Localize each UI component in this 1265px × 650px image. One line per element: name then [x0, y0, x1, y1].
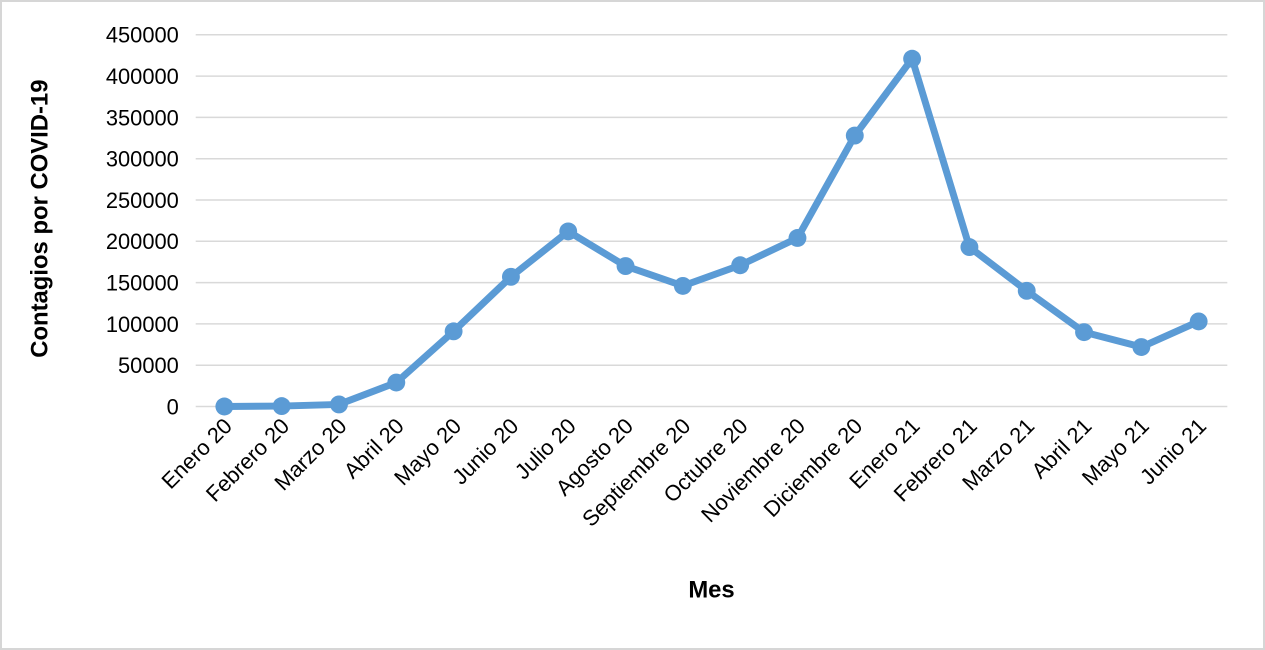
y-tick-label: 50000: [118, 353, 179, 378]
y-tick-label: 150000: [106, 271, 179, 296]
y-tick-label: 300000: [106, 147, 179, 172]
chart-plot-area: 0 50000 100000 150000 200000 250000 300000 3500…: [106, 23, 1228, 531]
data-point: [1075, 323, 1093, 342]
series-markers: [215, 49, 1208, 416]
y-tick-label: 250000: [106, 188, 179, 213]
data-point: [788, 229, 807, 247]
data-point: [616, 257, 635, 276]
data-point: [673, 276, 692, 295]
data-point: [215, 397, 234, 416]
y-tick-label: 0: [167, 394, 179, 419]
data-point: [272, 397, 291, 416]
y-tick-label: 400000: [106, 64, 179, 89]
y-tick-label: 100000: [106, 312, 179, 337]
y-axis-title: Contagios por COVID-19: [27, 80, 54, 358]
x-axis-title: Mes: [688, 576, 734, 603]
y-axis-tick-labels: 0 50000 100000 150000 200000 250000 300000 3500…: [106, 23, 179, 420]
data-point: [559, 222, 578, 241]
data-point: [444, 322, 463, 341]
y-tick-label: 200000: [106, 229, 179, 254]
data-point: [1017, 281, 1036, 300]
gridlines: [195, 34, 1228, 408]
data-point: [903, 49, 922, 68]
y-tick-label: 450000: [106, 23, 179, 48]
data-point: [845, 126, 864, 145]
data-point: [960, 238, 979, 257]
data-point: [731, 256, 750, 275]
data-point: [330, 395, 348, 414]
data-point: [1189, 312, 1208, 331]
data-point: [501, 267, 520, 286]
data-point: [387, 373, 406, 392]
y-tick-label: 350000: [106, 105, 179, 130]
series-line: [220, 55, 1203, 410]
data-point: [1132, 338, 1151, 356]
